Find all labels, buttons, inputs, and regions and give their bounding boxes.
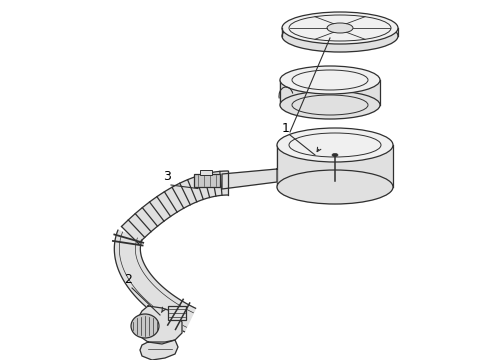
Text: 3: 3 bbox=[163, 170, 171, 183]
Ellipse shape bbox=[280, 91, 380, 119]
Polygon shape bbox=[280, 80, 380, 119]
Polygon shape bbox=[282, 28, 398, 52]
Ellipse shape bbox=[282, 20, 398, 52]
Polygon shape bbox=[222, 169, 277, 189]
Text: 1: 1 bbox=[282, 122, 290, 135]
Polygon shape bbox=[140, 340, 178, 360]
Polygon shape bbox=[122, 171, 228, 243]
FancyBboxPatch shape bbox=[194, 174, 220, 187]
Ellipse shape bbox=[131, 314, 159, 338]
Text: 2: 2 bbox=[124, 273, 132, 286]
Polygon shape bbox=[136, 306, 182, 344]
Ellipse shape bbox=[327, 23, 353, 33]
FancyBboxPatch shape bbox=[200, 170, 212, 175]
Ellipse shape bbox=[282, 12, 398, 44]
Polygon shape bbox=[277, 145, 393, 204]
Ellipse shape bbox=[332, 153, 338, 157]
Polygon shape bbox=[114, 230, 196, 332]
Ellipse shape bbox=[277, 170, 393, 204]
FancyBboxPatch shape bbox=[168, 306, 186, 320]
Ellipse shape bbox=[277, 128, 393, 162]
Ellipse shape bbox=[280, 66, 380, 94]
